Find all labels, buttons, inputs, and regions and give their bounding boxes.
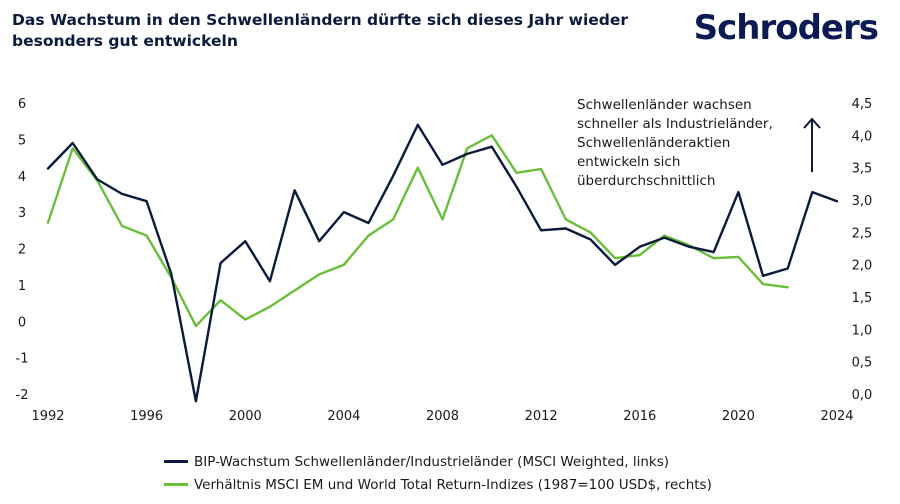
y-left-tick-label: 2 bbox=[18, 243, 26, 258]
y-left-tick-label: 3 bbox=[18, 206, 26, 221]
legend-label-gdp: BIP-Wachstum Schwellenländer/Industrielä… bbox=[194, 453, 670, 470]
y-left-tick-labels: 6 5 4 3 2 1 0 -1 -2 bbox=[16, 97, 29, 403]
y-left-tick-label: -2 bbox=[16, 388, 29, 403]
y-left-tick-label: 1 bbox=[18, 279, 26, 294]
chart-svg: 6 5 4 3 2 1 0 -1 -2 4,5 4,0 3,5 3,0 2,5 2,0 1,5 1,0 0,5 0… bbox=[16, 97, 873, 424]
x-tick-label: 2012 bbox=[525, 409, 558, 424]
y-right-tick-label: 3,5 bbox=[852, 162, 873, 177]
chart-title: Das Wachstum in den Schwellenländern dür… bbox=[12, 11, 629, 50]
y-right-tick-label: 1,5 bbox=[852, 291, 873, 306]
series-line-gdp-growth bbox=[46, 123, 839, 403]
x-tick-label: 2024 bbox=[820, 409, 853, 424]
y-right-tick-label: 2,5 bbox=[852, 226, 873, 241]
annotation-arrow-head bbox=[803, 117, 821, 129]
legend-label-ratio: Verhältnis MSCI EM und World Total Retur… bbox=[194, 476, 712, 493]
x-tick-label: 2000 bbox=[229, 409, 262, 424]
annotation-line: Schwellenländeraktien bbox=[577, 135, 730, 151]
y-right-tick-label: 0,0 bbox=[852, 388, 873, 403]
y-right-tick-labels: 4,5 4,0 3,5 3,0 2,5 2,0 1,5 1,0 0,5 0,0 bbox=[852, 97, 873, 403]
legend-swatch-ratio bbox=[164, 483, 188, 486]
y-right-tick-label: 3,0 bbox=[852, 194, 873, 209]
legend-swatch-gdp bbox=[164, 460, 188, 463]
x-tick-label: 2020 bbox=[722, 409, 755, 424]
y-left-tick-label: -1 bbox=[16, 352, 29, 367]
y-right-tick-label: 4,5 bbox=[852, 97, 873, 112]
y-right-tick-label: 1,0 bbox=[852, 323, 873, 338]
y-left-tick-label: 4 bbox=[18, 170, 26, 185]
y-left-tick-label: 6 bbox=[18, 97, 26, 112]
y-left-tick-label: 0 bbox=[18, 315, 26, 330]
x-tick-label: 2008 bbox=[426, 409, 459, 424]
legend-item-ratio: Verhältnis MSCI EM und World Total Retur… bbox=[164, 473, 712, 496]
annotation-line: überdurchschnittlich bbox=[577, 173, 716, 189]
y-left-tick-label: 5 bbox=[18, 133, 26, 148]
x-tick-label: 2004 bbox=[327, 409, 360, 424]
legend-item-gdp: BIP-Wachstum Schwellenländer/Industrielä… bbox=[164, 450, 712, 473]
x-tick-label: 1992 bbox=[31, 409, 64, 424]
x-tick-label: 2016 bbox=[623, 409, 656, 424]
annotation-line: entwickeln sich bbox=[577, 154, 680, 170]
y-right-tick-label: 2,0 bbox=[852, 259, 873, 274]
x-tick-label: 1996 bbox=[130, 409, 163, 424]
schroders-logo: Schroders bbox=[693, 8, 879, 48]
annotation: Schwellenländer wachsen schneller als Ind… bbox=[577, 97, 821, 189]
y-right-tick-label: 0,5 bbox=[852, 356, 873, 371]
annotation-line: schneller als Industrieländer, bbox=[577, 116, 773, 132]
x-tick-labels: 1992 1996 2000 2004 2008 2012 2016 2020 2024 bbox=[31, 409, 853, 424]
series-lines bbox=[46, 123, 839, 403]
legend: BIP-Wachstum Schwellenländer/Industrielä… bbox=[164, 450, 712, 496]
annotation-line: Schwellenländer wachsen bbox=[577, 97, 752, 113]
y-right-tick-label: 4,0 bbox=[852, 129, 873, 144]
